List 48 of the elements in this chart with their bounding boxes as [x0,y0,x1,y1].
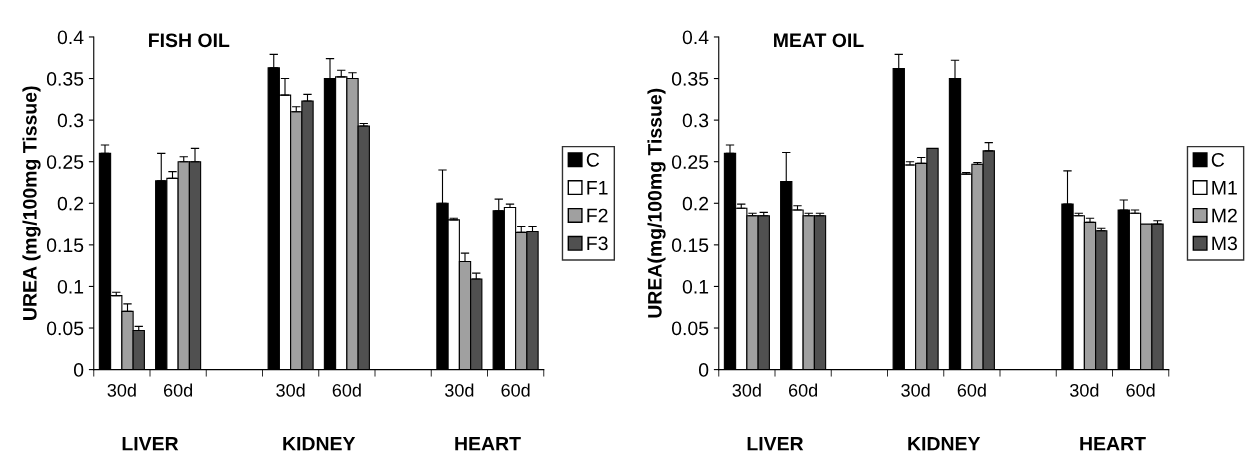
text: HEART [1080,436,1146,451]
x-tick-label: 60d [332,383,361,397]
legend-label: F2 [587,208,608,223]
legend-label: C [586,152,600,167]
legend-label: M3 [1212,236,1237,251]
y-axis-title: UREA (mg/100mg Tissue) [22,86,41,320]
legend-label: C [1211,152,1225,167]
legend-label: F1 [587,181,608,195]
legend-label: M1 [1212,181,1237,195]
y-tick-label: 0.35 [671,72,709,86]
y-tick-label: 0 [73,363,84,377]
text: KIDNEY [908,436,981,451]
text: KIDNEY [283,436,356,451]
y-tick-label: 0.3 [682,113,709,128]
y-tick-label: 0 [698,363,709,377]
y-tick-label: 0.4 [57,30,84,45]
x-tick-label: 60d [788,383,818,397]
x-tick-label: 30d [445,383,474,397]
x-tick-label: 30d [276,383,305,397]
y-tick-label: 0.25 [46,155,84,169]
legend-label: M2 [1212,208,1237,223]
chart-title: FISH OIL [149,33,230,48]
y-tick-label: 0.05 [46,321,84,336]
y-tick-label: 0.4 [682,30,709,45]
x-tick-label: 60d [501,383,530,397]
x-tick-label: 60d [1126,383,1155,397]
y-tick-label: 0.2 [682,196,709,211]
chart-title: MEAT OIL [774,33,864,48]
text: HEART [455,436,521,451]
y-axis-title: UREA(mg/100mg Tissue) [647,88,666,318]
legend-label: F3 [587,236,608,251]
x-tick-label: 30d [901,383,930,397]
y-tick-label: 0.15 [671,238,709,253]
y-tick-label: 0.1 [682,279,709,294]
text: LIVER [122,436,179,451]
x-tick-label: 60d [163,383,193,397]
y-tick-label: 0.25 [671,155,709,169]
y-tick-label: 0.05 [671,321,709,336]
y-tick-label: 0.15 [46,238,84,253]
x-tick-label: 60d [957,383,986,397]
y-tick-label: 0.3 [57,113,84,128]
y-tick-label: 0.2 [57,196,84,211]
x-tick-label: 30d [1070,383,1099,397]
y-tick-label: 0.1 [57,279,84,294]
text: LIVER [747,436,804,451]
x-tick-label: 30d [107,383,136,397]
y-tick-label: 0.35 [46,72,84,86]
x-tick-label: 30d [732,383,761,397]
